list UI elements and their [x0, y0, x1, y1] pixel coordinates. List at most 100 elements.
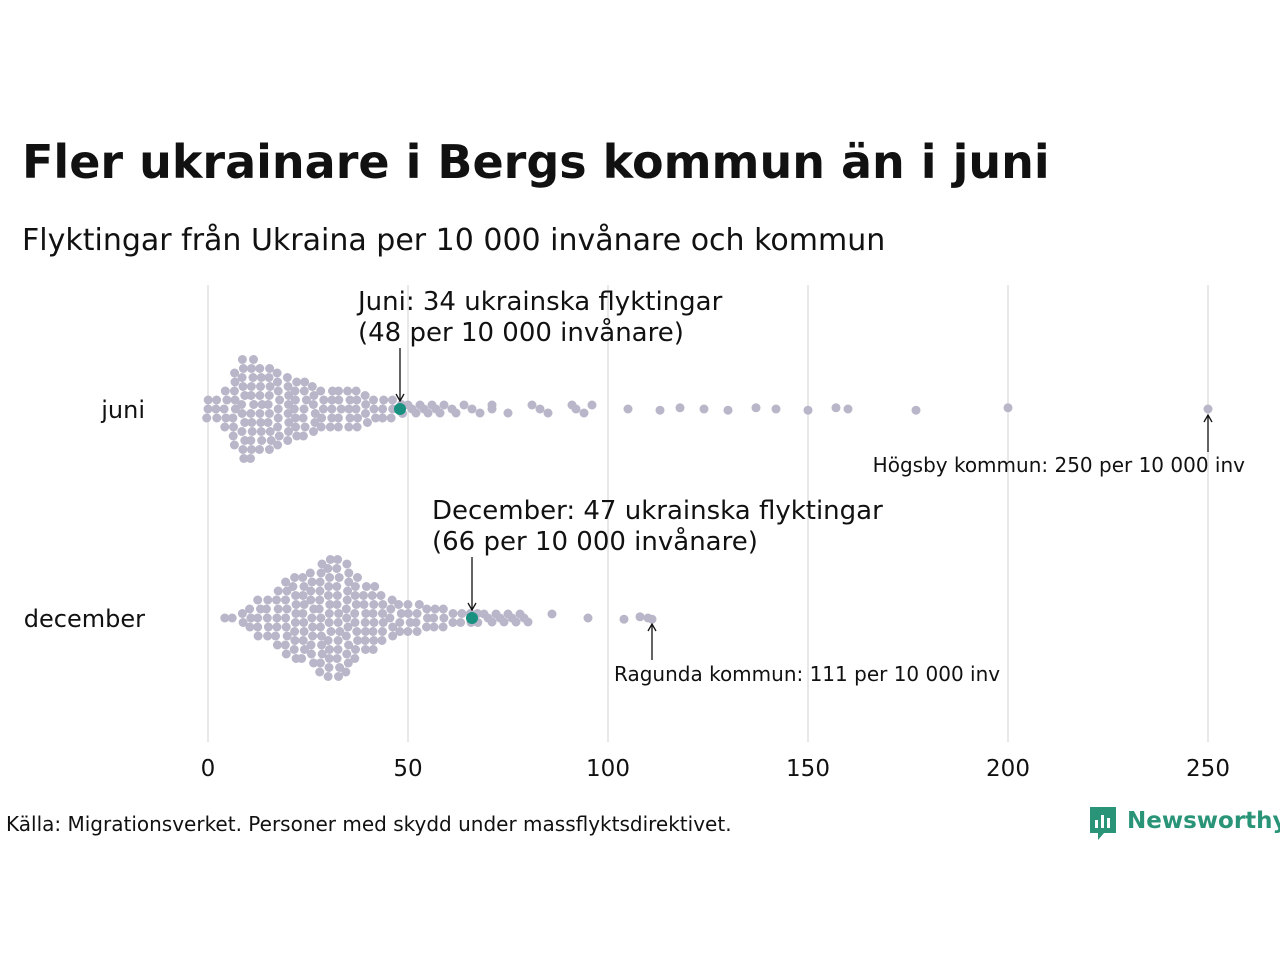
december-dot	[245, 622, 255, 632]
december-dot	[290, 636, 300, 645]
december-dot	[335, 627, 345, 636]
juni-dot	[220, 386, 230, 396]
december-dot	[422, 622, 431, 632]
december-dot	[332, 654, 342, 663]
juni-dot	[310, 409, 320, 418]
december-dot	[238, 618, 248, 627]
december-dot	[281, 613, 291, 623]
juni-tail-dot	[751, 403, 761, 413]
december-dot	[333, 555, 343, 564]
december-dot	[429, 613, 439, 623]
juni-dot	[240, 391, 250, 400]
juni-dot	[202, 413, 212, 423]
december-dot	[307, 613, 317, 623]
juni-dot	[247, 364, 256, 373]
december-dot	[308, 631, 318, 641]
december-tail-dot	[523, 617, 533, 627]
juni-tail-dot	[411, 408, 421, 418]
juni-highlight-dot	[394, 403, 406, 415]
december-dot	[350, 582, 360, 591]
juni-dot	[353, 413, 363, 423]
december-dot	[315, 577, 325, 587]
juni-dot	[256, 373, 266, 382]
december-tail-dot	[487, 617, 497, 627]
december-dot	[290, 618, 300, 627]
december-dot	[343, 622, 353, 632]
juni-dot	[211, 404, 221, 414]
juni-dot	[247, 418, 257, 427]
december-dot	[334, 573, 344, 582]
december-dot	[403, 600, 413, 609]
december-dot	[369, 618, 379, 627]
juni-dot	[272, 368, 282, 378]
december-dot	[325, 573, 335, 582]
december-dot	[263, 622, 273, 632]
december-dot	[414, 600, 424, 609]
december-dot	[403, 627, 413, 636]
december-dot	[369, 636, 379, 645]
juni-dot	[310, 418, 320, 427]
juni-dot	[246, 454, 255, 463]
juni-tail-dot	[655, 405, 665, 415]
december-max-arrow	[647, 622, 657, 660]
arrow-head	[647, 622, 657, 632]
x-tick-label: 150	[786, 756, 830, 782]
december-dot	[333, 645, 343, 654]
december-dot	[333, 636, 343, 645]
juni-dot	[255, 409, 265, 418]
december-dot	[273, 604, 283, 614]
december-dot	[272, 622, 282, 632]
juni-dot	[371, 413, 381, 423]
december-dot	[326, 627, 336, 636]
december-dot	[315, 622, 325, 632]
source-note: Källa: Migrationsverket. Personer med sk…	[6, 812, 732, 836]
juni-dot	[386, 413, 396, 423]
december-dot	[220, 613, 230, 623]
chart-title: Fler ukrainare i Bergs kommun än i juni	[22, 135, 1050, 189]
december-tail-dot	[647, 614, 657, 624]
december-dot	[245, 604, 255, 614]
december-dot	[323, 564, 333, 573]
december-dot	[290, 573, 300, 582]
december-dot	[456, 618, 466, 627]
juni-dot	[325, 422, 335, 432]
december-dot	[324, 609, 334, 618]
juni-tail-dot	[451, 408, 461, 418]
december-dot	[388, 622, 398, 632]
december-callout-line2: (66 per 10 000 invånare)	[432, 526, 758, 557]
december-dot	[246, 613, 256, 623]
december-dot	[253, 631, 263, 641]
december-dot	[291, 600, 301, 609]
juni-dot	[230, 395, 240, 405]
juni-dot	[299, 404, 309, 414]
december-dot	[344, 568, 354, 578]
juni-dot	[284, 418, 294, 427]
december-tail-dot	[583, 613, 593, 623]
december-dot	[395, 618, 405, 627]
december-dot	[315, 658, 325, 668]
juni-dot	[300, 422, 310, 432]
december-dot	[332, 582, 342, 591]
december-dot	[307, 577, 317, 587]
juni-dot	[237, 427, 247, 436]
juni-tail-dot	[535, 404, 545, 414]
december-dot	[272, 595, 281, 605]
december-dot	[388, 631, 398, 641]
juni-tail-dot	[675, 403, 685, 413]
juni-dot	[351, 386, 361, 396]
december-dot	[341, 631, 351, 641]
december-tail-dot	[499, 617, 509, 627]
juni-dot	[379, 395, 389, 405]
december-dot	[394, 600, 404, 609]
chart-subtitle: Flyktingar från Ukraina per 10 000 invån…	[22, 223, 885, 258]
juni-dot	[220, 422, 230, 432]
juni-dot	[248, 373, 258, 382]
december-dot	[299, 582, 309, 591]
juni-dot	[327, 395, 337, 405]
juni-dot	[255, 445, 264, 454]
juni-dot	[336, 404, 346, 414]
juni-dot	[309, 391, 319, 400]
juni-dot	[291, 413, 300, 423]
brand-name: Newsworthy	[1127, 808, 1280, 834]
